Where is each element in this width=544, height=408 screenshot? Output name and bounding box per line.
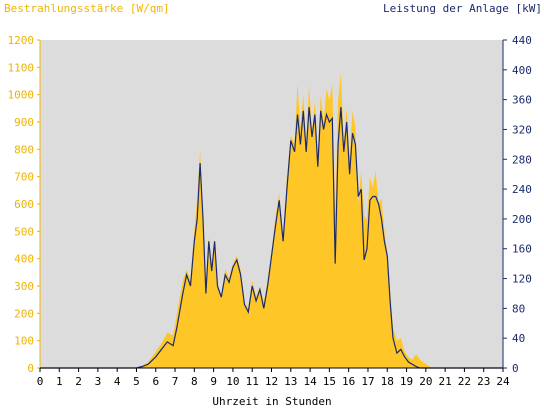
- left-tick-label: 200: [14, 307, 34, 320]
- x-tick-label: 5: [133, 375, 140, 388]
- x-tick-label: 20: [419, 375, 432, 388]
- left-axis-title: Bestrahlungsstärke [W/qm]: [4, 2, 170, 15]
- right-tick-label: 160: [512, 243, 532, 256]
- right-axis-title: Leistung der Anlage [kW]: [383, 2, 542, 15]
- irradiance-area: [40, 72, 503, 369]
- x-tick-label: 17: [361, 375, 374, 388]
- left-tick-label: 100: [14, 335, 34, 348]
- right-tick-label: 120: [512, 273, 532, 286]
- x-tick-label: 18: [381, 375, 394, 388]
- x-tick-label: 16: [342, 375, 355, 388]
- right-tick-label: 360: [512, 94, 532, 107]
- x-tick-label: 8: [191, 375, 198, 388]
- left-tick-label: 0: [27, 362, 34, 375]
- right-tick-label: 320: [512, 123, 532, 136]
- right-tick-label: 40: [512, 332, 525, 345]
- x-axis-title: Uhrzeit in Stunden: [212, 395, 332, 408]
- left-tick-label: 500: [14, 225, 34, 238]
- left-tick-label: 1000: [8, 89, 35, 102]
- right-tick-label: 80: [512, 302, 525, 315]
- right-tick-label: 0: [512, 362, 519, 375]
- left-tick-label: 700: [14, 171, 34, 184]
- x-tick-label: 9: [210, 375, 217, 388]
- x-tick-label: 14: [303, 375, 317, 388]
- left-tick-label: 400: [14, 253, 34, 266]
- right-tick-label: 440: [512, 34, 532, 47]
- x-tick-label: 3: [95, 375, 102, 388]
- x-tick-label: 21: [439, 375, 452, 388]
- x-tick-label: 11: [246, 375, 259, 388]
- x-tick-label: 1: [56, 375, 63, 388]
- left-tick-label: 1200: [8, 34, 35, 47]
- left-tick-label: 1100: [8, 61, 35, 74]
- x-tick-label: 24: [496, 375, 510, 388]
- x-tick-label: 10: [226, 375, 239, 388]
- x-tick-label: 6: [152, 375, 159, 388]
- x-tick-label: 19: [400, 375, 413, 388]
- right-tick-label: 280: [512, 153, 532, 166]
- right-tick-label: 200: [512, 213, 532, 226]
- x-tick-label: 2: [75, 375, 82, 388]
- power-line: [40, 107, 503, 369]
- axis-layer: 0100200300400500600700800900100011001200…: [8, 34, 532, 388]
- x-tick-label: 7: [172, 375, 179, 388]
- x-tick-label: 22: [458, 375, 471, 388]
- right-tick-label: 240: [512, 183, 532, 196]
- right-tick-label: 400: [512, 64, 532, 77]
- x-tick-label: 13: [284, 375, 297, 388]
- x-tick-label: 15: [323, 375, 336, 388]
- x-tick-label: 12: [265, 375, 278, 388]
- left-tick-label: 600: [14, 198, 34, 211]
- x-tick-label: 4: [114, 375, 121, 388]
- left-tick-label: 800: [14, 143, 34, 156]
- x-tick-label: 23: [477, 375, 490, 388]
- x-tick-label: 0: [37, 375, 44, 388]
- left-tick-label: 900: [14, 116, 34, 129]
- series-layer: [40, 72, 503, 369]
- left-tick-label: 300: [14, 280, 34, 293]
